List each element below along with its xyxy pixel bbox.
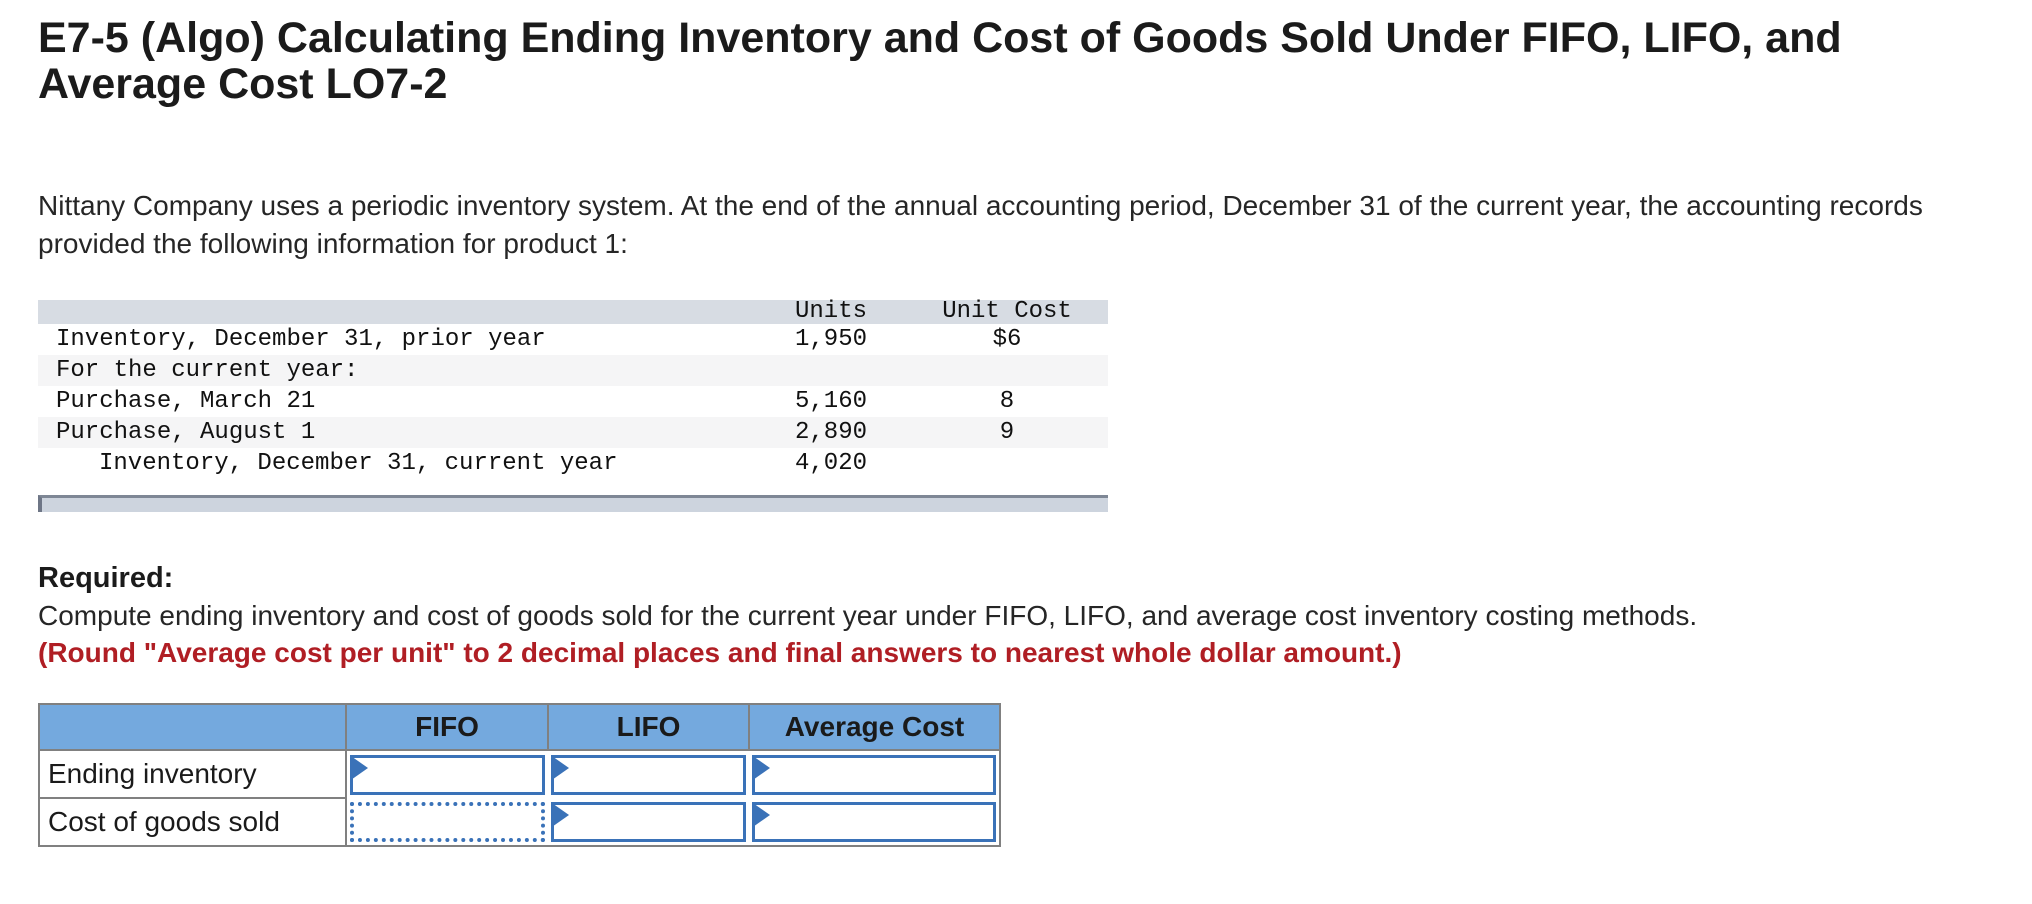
inventory-col-units: Units [756,300,906,324]
answer-cell [346,798,548,846]
inventory-row: Inventory, December 31, prior year 1,950 $… [38,324,1108,355]
cell-marker-icon [353,757,368,779]
assignment-page: E7-5 (Algo) Calculating Ending Inventory… [38,14,2032,847]
inventory-col-unit-cost: Unit Cost [906,300,1108,324]
answer-cell [548,798,749,846]
answer-col-fifo: FIFO [345,703,549,751]
inventory-row-units: 1,950 [794,326,867,353]
inventory-row-units: 5,160 [794,388,867,415]
inventory-row-unit-cost [906,355,1108,386]
inventory-data-panel: Units Unit Cost Inventory, December 31, … [38,300,1108,512]
required-heading: Required: [38,562,174,594]
answer-col-average-cost: Average Cost [748,703,1001,751]
answer-table: FIFO LIFO Average Cost Ending inventory C… [38,703,1001,847]
inventory-row: For the current year: [38,355,1108,386]
required-section: Required: Compute ending inventory and c… [38,560,2032,671]
answer-input-ending-inventory-average-cost[interactable] [752,754,996,795]
inventory-row-unit-cost: $6 [992,326,1022,353]
inventory-row-unit-cost [906,448,1108,479]
inventory-table-whitespace [38,479,1108,495]
answer-row-label: Cost of goods sold [38,797,347,847]
cell-marker-icon [554,804,569,826]
answer-input-cost-of-goods-sold-fifo[interactable] [350,801,545,842]
answer-cell [749,798,1000,846]
horizontal-scrollbar[interactable] [38,495,1108,512]
inventory-row-description: Inventory, December 31, current year [99,450,618,477]
inventory-row-description: Purchase, August 1 [56,419,316,446]
cell-marker-icon [755,757,770,779]
inventory-row-units: 4,020 [794,450,867,477]
answer-cell [548,750,749,798]
inventory-table: Units Unit Cost Inventory, December 31, … [38,300,1108,479]
answer-cell [346,750,548,798]
inventory-header-row: Units Unit Cost [38,300,1108,324]
rounding-note: (Round "Average cost per unit" to 2 deci… [38,637,1402,668]
cell-marker-icon [554,757,569,779]
problem-title: E7-5 (Algo) Calculating Ending Inventory… [38,14,1842,108]
answer-input-cost-of-goods-sold-average-cost[interactable] [752,801,996,842]
answer-input-ending-inventory-lifo[interactable] [551,754,746,795]
answer-row-label: Ending inventory [38,749,347,799]
inventory-row-unit-cost: 9 [999,419,1015,446]
inventory-row-description: For the current year: [56,357,359,384]
answer-row: Ending inventory [38,749,1000,799]
cell-marker-icon [755,804,770,826]
answer-row: Cost of goods sold [38,797,1000,847]
inventory-row-unit-cost: 8 [999,388,1015,415]
inventory-row: Purchase, August 1 2,890 9 [38,417,1108,448]
inventory-row: Purchase, March 21 5,160 8 [38,386,1108,417]
required-instruction: Compute ending inventory and cost of goo… [38,600,1698,631]
inventory-row-units: 2,890 [794,419,867,446]
inventory-row: Inventory, December 31, current year 4,02… [38,448,1108,479]
inventory-col-description [38,300,756,324]
inventory-row-units [756,355,906,386]
inventory-row-description: Inventory, December 31, prior year [56,326,546,353]
answer-cell [749,750,1000,798]
intro-paragraph: Nittany Company uses a periodic inventor… [38,190,1923,259]
answer-input-ending-inventory-fifo[interactable] [350,754,545,795]
answer-header-row: FIFO LIFO Average Cost [38,703,1001,751]
answer-input-cost-of-goods-sold-lifo[interactable] [551,801,746,842]
inventory-row-description: Purchase, March 21 [56,388,316,415]
answer-corner-cell [38,703,347,751]
answer-col-lifo: LIFO [547,703,750,751]
